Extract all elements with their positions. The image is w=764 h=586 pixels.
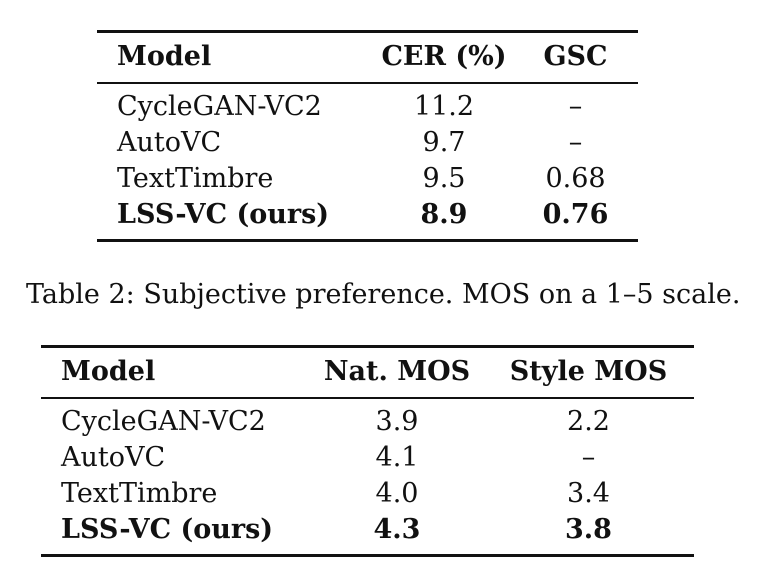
table2-cell-model: TextTimbre xyxy=(61,478,218,510)
table-row: TextTimbre 4.0 3.4 xyxy=(41,476,694,512)
table-row: CycleGAN-VC2 3.9 2.2 xyxy=(41,404,694,440)
table1-cell-gsc: – xyxy=(568,91,583,123)
table1-cell-gsc: – xyxy=(568,127,583,159)
table1-header-gsc: GSC xyxy=(543,41,608,73)
table2-cell-nat-mos: 4.3 xyxy=(373,514,421,546)
table1-header-model: Model xyxy=(117,41,212,73)
table2-top-rule xyxy=(41,345,694,348)
table2-caption: Table 2: Subjective preference. MOS on a… xyxy=(26,279,741,310)
table2-header-row: Model Nat. MOS Style MOS xyxy=(41,348,694,396)
table1-header-row: Model CER (%) GSC xyxy=(97,33,638,81)
table2-cell-style-mos: – xyxy=(581,442,596,474)
table2-cell-style-mos: 2.2 xyxy=(567,406,610,438)
table2-cell-nat-mos: 3.9 xyxy=(375,406,419,438)
table2-cell-style-mos: 3.8 xyxy=(565,514,612,546)
table1-cell-cer: 9.7 xyxy=(422,127,466,159)
table2: Model Nat. MOS Style MOS CycleGAN-VC2 3.… xyxy=(41,348,694,548)
table2-cell-model: CycleGAN-VC2 xyxy=(61,406,266,438)
table2-bottom-rule xyxy=(41,554,694,557)
table1-header-cer: CER (%) xyxy=(381,41,507,73)
table2-cell-model: LSS-VC (ours) xyxy=(61,514,274,546)
table-row: AutoVC 4.1 – xyxy=(41,440,694,476)
table2-cell-nat-mos: 4.0 xyxy=(375,478,419,510)
table2-cell-style-mos: 3.4 xyxy=(567,478,610,510)
table2-header-model: Model xyxy=(61,356,156,388)
table2-cell-nat-mos: 4.1 xyxy=(375,442,419,474)
table1-cell-model: CycleGAN-VC2 xyxy=(117,91,322,123)
table1: Model CER (%) GSC CycleGAN-VC2 11.2 – Au… xyxy=(97,33,638,233)
table-row: TextTimbre 9.5 0.68 xyxy=(97,161,638,197)
table-row: CycleGAN-VC2 11.2 – xyxy=(97,89,638,125)
table1-cell-cer: 9.5 xyxy=(422,163,466,195)
table1-mid-rule xyxy=(97,82,638,84)
table1-cell-cer: 8.9 xyxy=(420,199,468,231)
table-row: LSS-VC (ours) 4.3 3.8 xyxy=(41,512,694,548)
table1-cell-model: AutoVC xyxy=(117,127,222,159)
table1-cell-gsc: 0.76 xyxy=(542,199,609,231)
table-row: AutoVC 9.7 – xyxy=(97,125,638,161)
table2-header-style-mos: Style MOS xyxy=(509,356,668,388)
table1-cell-gsc: 0.68 xyxy=(545,163,606,195)
table2-cell-model: AutoVC xyxy=(61,442,166,474)
table2-mid-rule xyxy=(41,397,694,399)
table2-header-nat-mos: Nat. MOS xyxy=(323,356,471,388)
table1-cell-model: LSS-VC (ours) xyxy=(117,199,330,231)
table1-top-rule xyxy=(97,30,638,33)
table-row: LSS-VC (ours) 8.9 0.76 xyxy=(97,197,638,233)
table1-cell-model: TextTimbre xyxy=(117,163,274,195)
table1-cell-cer: 11.2 xyxy=(413,91,475,123)
table1-bottom-rule xyxy=(97,239,638,242)
